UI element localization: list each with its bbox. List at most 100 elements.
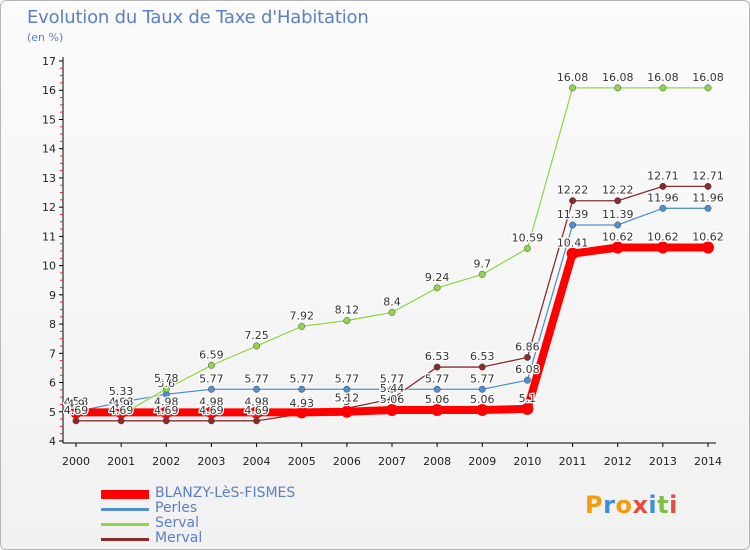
value-label-blanzy-l-s-fismes: 10.62 xyxy=(647,230,679,243)
data-point-perles xyxy=(523,376,531,384)
logo-letter: i xyxy=(669,491,678,519)
x-tick-label: 2007 xyxy=(378,455,406,468)
value-label-merval: 4.93 xyxy=(289,397,314,410)
value-label-merval: 6.53 xyxy=(470,350,495,363)
x-tick-label: 2008 xyxy=(423,455,451,468)
legend-label-perles: Perles xyxy=(155,500,198,516)
logo-letter: i xyxy=(648,491,658,519)
data-point-serval xyxy=(478,270,486,278)
logo-letter: o xyxy=(615,491,633,519)
axes: 4 5 6 7 8 9 10 11 12 13 14 15 16 17 2000 2001 2002 2003 20… xyxy=(42,55,722,468)
value-label-merval: 6.86 xyxy=(515,340,540,353)
y-tick-label: 9 xyxy=(49,289,56,302)
data-point-serval xyxy=(343,317,351,325)
y-tick-label: 16 xyxy=(42,84,56,97)
value-label-perles: 5.6 xyxy=(158,377,176,390)
data-point-blanzy-l-s-fismes xyxy=(702,241,714,254)
logo-letter: P xyxy=(585,491,604,519)
value-label-blanzy-l-s-fismes: 5.06 xyxy=(425,393,450,406)
value-label-serval: 5.78 xyxy=(154,372,179,385)
value-label-perles: 5 xyxy=(73,395,80,408)
data-point-blanzy-l-s-fismes xyxy=(611,241,624,254)
x-tick-label: 2003 xyxy=(197,455,225,468)
data-point-merval xyxy=(569,197,577,205)
value-label-perles: 5.33 xyxy=(109,385,134,398)
x-tick-label: 2014 xyxy=(694,455,722,468)
y-tick-label: 15 xyxy=(42,113,56,126)
value-label-perles: 6.08 xyxy=(515,363,540,376)
value-label-perles: 5.77 xyxy=(425,372,450,385)
data-point-blanzy-l-s-fismes xyxy=(295,406,308,419)
data-point-blanzy-l-s-fismes xyxy=(70,406,82,419)
value-label-serval: 8.12 xyxy=(335,304,360,317)
y-tick-label: 17 xyxy=(42,55,56,68)
y-tick-label: 11 xyxy=(42,230,56,243)
data-point-serval xyxy=(659,84,667,92)
data-point-blanzy-l-s-fismes xyxy=(205,406,218,419)
logo-letter: r xyxy=(603,491,616,519)
value-label-serval: 4.9 xyxy=(112,398,130,411)
data-point-blanzy-l-s-fismes xyxy=(115,406,128,419)
x-tick-label: 2010 xyxy=(513,455,541,468)
data-point-perles xyxy=(569,221,577,229)
value-label-serval: 9.7 xyxy=(474,257,492,270)
data-point-blanzy-l-s-fismes xyxy=(521,402,534,415)
value-label-blanzy-l-s-fismes: 4.98 xyxy=(64,395,89,408)
series-points xyxy=(70,84,714,425)
value-label-merval: 4.69 xyxy=(199,404,224,417)
data-point-blanzy-l-s-fismes xyxy=(160,406,173,419)
value-label-perles: 11.39 xyxy=(602,208,634,221)
x-tick-label: 2000 xyxy=(62,455,90,468)
data-point-merval xyxy=(614,197,622,205)
legend-swatch-perles xyxy=(101,508,149,511)
x-tick-label: 2011 xyxy=(559,455,587,468)
value-label-serval: 16.08 xyxy=(692,71,724,84)
value-label-blanzy-l-s-fismes: 5.1 xyxy=(519,392,537,405)
value-label-perles: 11.96 xyxy=(692,191,724,204)
value-label-serval: 16.08 xyxy=(557,71,589,84)
data-point-serval xyxy=(523,244,531,252)
value-label-merval: 6.53 xyxy=(425,350,450,363)
data-point-serval xyxy=(298,322,306,330)
chart-title: Evolution du Taux de Taxe d'Habitation xyxy=(27,7,369,28)
data-point-merval xyxy=(704,182,712,190)
y-tick-label: 8 xyxy=(49,318,56,331)
data-point-merval xyxy=(253,417,261,425)
data-point-blanzy-l-s-fismes xyxy=(386,404,398,417)
data-point-perles xyxy=(207,385,215,393)
data-point-perles xyxy=(343,385,351,393)
x-tick-label: 2005 xyxy=(288,455,316,468)
data-point-merval xyxy=(523,353,531,361)
value-label-blanzy-l-s-fismes: 4.98 xyxy=(289,395,314,408)
data-point-perles xyxy=(614,221,622,229)
data-point-perles xyxy=(659,204,667,212)
value-label-serval: 6.59 xyxy=(199,348,224,361)
logo-letter: x xyxy=(632,491,649,519)
value-label-merval: 4.69 xyxy=(154,404,179,417)
x-tick-label: 2002 xyxy=(152,455,180,468)
x-tick-label: 2001 xyxy=(107,455,135,468)
legend-item-blanzy: BLANZY-LèS-FISMES xyxy=(101,485,361,503)
series-lines xyxy=(72,86,712,423)
value-label-perles: 5.77 xyxy=(199,372,224,385)
value-label-serval: 16.08 xyxy=(647,71,679,84)
proxiti-logo: Proxiti xyxy=(585,491,678,519)
data-point-serval xyxy=(433,284,441,292)
value-label-blanzy-l-s-fismes: 5.06 xyxy=(470,393,495,406)
value-label-serval: 9.24 xyxy=(425,271,450,284)
value-label-blanzy-l-s-fismes: 10.62 xyxy=(602,230,634,243)
data-point-serval xyxy=(569,84,577,92)
data-point-merval xyxy=(433,363,441,371)
y-tick-label: 10 xyxy=(42,260,56,273)
data-point-blanzy-l-s-fismes xyxy=(431,404,444,417)
data-point-perles xyxy=(704,204,712,212)
x-tick-label: 2004 xyxy=(243,455,271,468)
value-label-perles: 11.39 xyxy=(557,208,589,221)
value-label-blanzy-l-s-fismes: 5.06 xyxy=(380,393,405,406)
data-point-serval xyxy=(207,361,215,369)
value-label-serval: 16.08 xyxy=(602,71,634,84)
data-point-merval xyxy=(207,417,215,425)
data-point-merval xyxy=(72,417,80,425)
value-label-merval: 4.69 xyxy=(109,404,134,417)
